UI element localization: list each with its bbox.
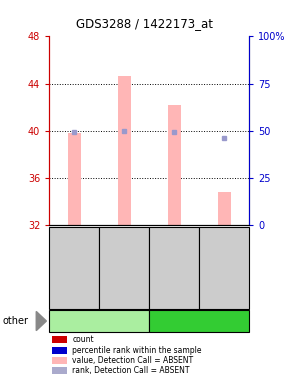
Text: value, Detection Call = ABSENT: value, Detection Call = ABSENT [72,356,194,365]
Bar [168,105,181,225]
Text: GSM258090: GSM258090 [70,245,79,291]
Text: cell bodies: cell bodies [173,316,225,326]
Text: GDS3288 / 1422173_at: GDS3288 / 1422173_at [77,17,213,30]
Text: GSM258092: GSM258092 [120,245,129,291]
Text: rank, Detection Call = ABSENT: rank, Detection Call = ABSENT [72,366,190,376]
Text: GSM258093: GSM258093 [220,245,229,291]
Text: GSM258091: GSM258091 [170,245,179,291]
Text: percentile rank within the sample: percentile rank within the sample [72,346,202,355]
Text: other: other [3,316,29,326]
Bar [68,133,81,225]
Bar [218,192,231,225]
Text: count: count [72,335,94,344]
Bar [118,76,130,225]
Text: pseudopodia: pseudopodia [68,316,130,326]
